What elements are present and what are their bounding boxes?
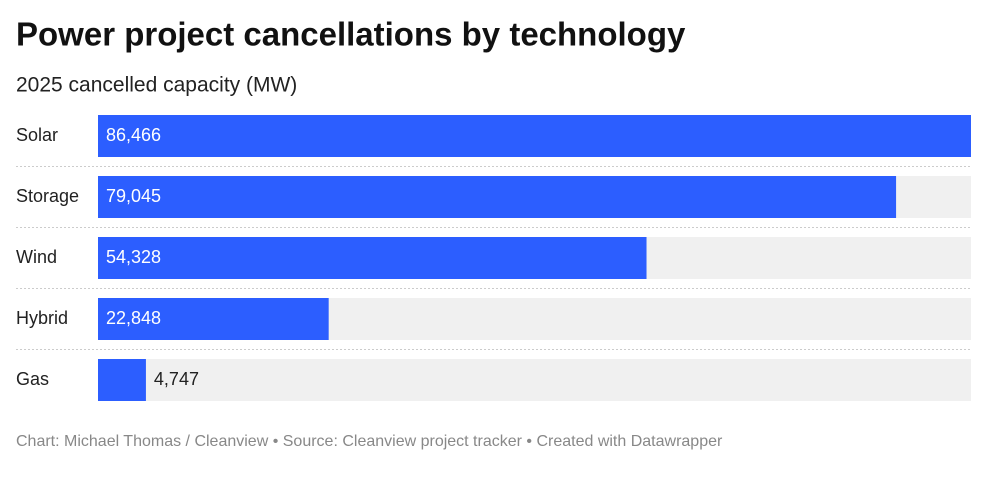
category-label: Wind	[16, 247, 57, 267]
bar	[98, 237, 647, 279]
value-label: 22,848	[106, 308, 161, 328]
bar	[98, 298, 329, 340]
category-label: Storage	[16, 186, 79, 206]
value-label: 4,747	[154, 369, 199, 389]
footer: Chart: Michael Thomas / Cleanview • Sour…	[16, 433, 723, 450]
category-label: Hybrid	[16, 308, 68, 328]
chart-subtitle: 2025 cancelled capacity (MW)	[16, 74, 297, 97]
value-label: 79,045	[106, 186, 161, 206]
chart-title: Power project cancellations by technolog…	[16, 16, 686, 53]
category-label: Gas	[16, 369, 49, 389]
bar	[98, 359, 146, 401]
bar	[98, 176, 897, 218]
value-label: 86,466	[106, 125, 161, 145]
category-label: Solar	[16, 125, 58, 145]
bar	[98, 115, 971, 157]
bar-track	[98, 359, 971, 401]
value-label: 54,328	[106, 247, 161, 267]
